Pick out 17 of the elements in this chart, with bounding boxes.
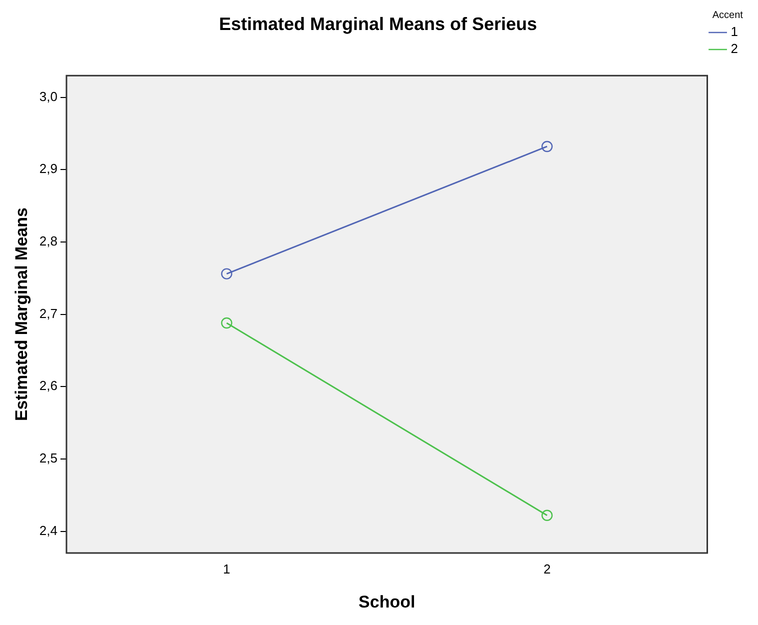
- y-tick-label: 2,9: [39, 161, 58, 176]
- legend-label: 2: [730, 41, 738, 56]
- point: [221, 268, 232, 280]
- y-tick-label: 2,4: [39, 522, 58, 538]
- legend-label: 1: [730, 24, 738, 40]
- y-axis-title: Estimated Marginal Means: [12, 208, 31, 422]
- point: [221, 317, 232, 329]
- y-tick-label: 2,7: [39, 306, 58, 321]
- legend-title: Accent: [712, 10, 744, 21]
- chart-title: Estimated Marginal Means of Serieus: [218, 14, 538, 34]
- point: [541, 140, 553, 152]
- y-tick-label: 2,6: [39, 378, 58, 394]
- y-tick-label: 3,0: [39, 88, 58, 104]
- y-tick-label: 2,5: [39, 450, 58, 466]
- point: [541, 510, 553, 521]
- y-tick-label: 2,8: [39, 234, 58, 249]
- x-axis-title: School: [358, 592, 416, 612]
